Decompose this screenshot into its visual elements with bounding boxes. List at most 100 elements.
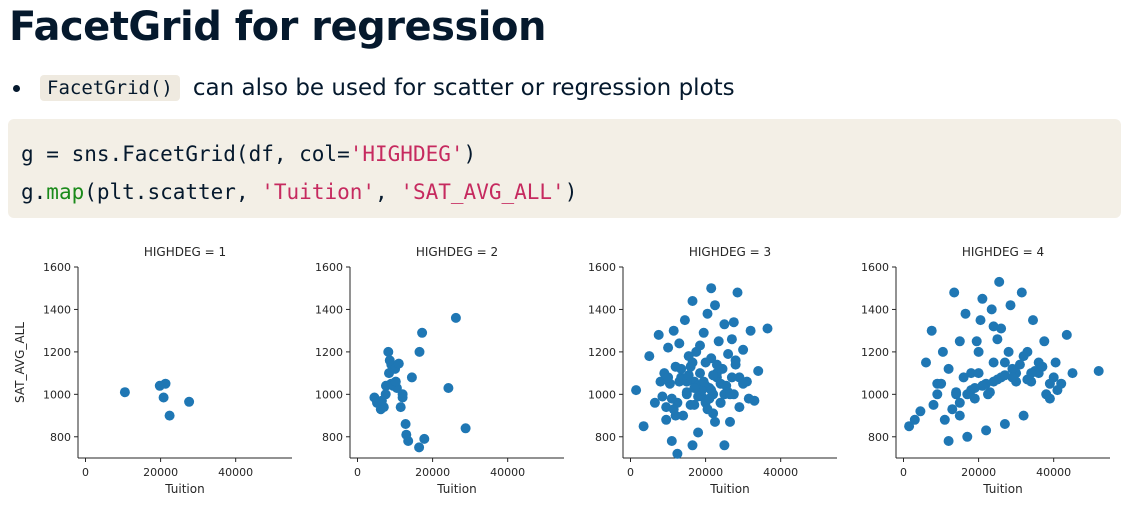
scatter-point [728, 317, 739, 328]
scatter-point [713, 336, 724, 347]
code-string: 'SAT_AVG_ALL' [400, 180, 565, 204]
facet-panel-2: HIGHDEG = 2 800 1000 1200 1400 1600 0 20000 4000… [315, 245, 564, 496]
scatter-point [951, 387, 962, 398]
scatter-point [661, 402, 672, 413]
x-axis-label: Tuition [436, 482, 476, 496]
scatter-point [977, 380, 988, 391]
scatter-point [971, 336, 982, 347]
scatter-point [1037, 361, 1048, 372]
scatter-point [711, 359, 722, 370]
scatter-point [966, 368, 977, 379]
x-axis-label: Tuition [982, 482, 1022, 496]
scatter-point [943, 363, 954, 374]
scatter-point [994, 276, 1005, 287]
scatter-point [419, 433, 430, 444]
scatter-point [706, 385, 717, 396]
scatter-point [395, 402, 406, 413]
scatter-point [1044, 378, 1055, 389]
scatter-point [676, 363, 687, 374]
scatter-point [689, 383, 700, 393]
x-tick-label: 40000 [1036, 466, 1071, 479]
slide-title: FacetGrid for regression [9, 4, 546, 50]
scatter-point [725, 389, 735, 400]
x-tick-label: 0 [900, 466, 907, 479]
scatter-point [414, 442, 425, 453]
scatter-point [921, 357, 931, 368]
bullet-item: FacetGrid() can also be used for scatter… [12, 70, 735, 106]
scatter-point [706, 283, 717, 294]
y-tick-label: 1400 [315, 303, 343, 316]
scatter-point [986, 304, 997, 315]
scatter-point [984, 387, 995, 398]
x-tick-label: 0 [82, 466, 89, 479]
y-tick-label: 1200 [861, 346, 889, 359]
scatter-point [689, 399, 700, 410]
scatter-point [960, 308, 971, 319]
scatter-point [762, 323, 773, 334]
scatter-point [1014, 359, 1025, 370]
scatter-point [1052, 385, 1063, 396]
scatter-point [932, 389, 943, 400]
scatter-point [383, 346, 394, 357]
scatter-point [975, 315, 986, 326]
scatter-point [726, 372, 737, 383]
scatter-point [1039, 336, 1050, 347]
scatter-point [1016, 287, 1027, 298]
x-tick-label: 40000 [218, 466, 253, 479]
scatter-point [954, 336, 965, 347]
scatter-point [698, 327, 709, 338]
code-line-2: g.map(plt.scatter, 'Tuition', 'SAT_AVG_A… [21, 173, 1121, 211]
scatter-point [715, 397, 726, 408]
scatter-point [947, 404, 958, 415]
y-tick-label: 1200 [315, 346, 343, 359]
scatter-point [390, 376, 401, 387]
scatter-point [668, 404, 679, 415]
scatter-point [962, 389, 973, 400]
y-tick-label: 1000 [315, 388, 343, 401]
code-text: (plt.scatter, [84, 180, 262, 204]
scatter-point [406, 372, 417, 383]
scatter-point [738, 378, 749, 389]
scatter-point [732, 287, 743, 298]
scatter-point [668, 325, 679, 336]
x-axis-label: Tuition [709, 482, 749, 496]
scatter-point [958, 372, 969, 383]
scatter-point [988, 357, 999, 368]
bullet-dot-icon [13, 84, 20, 92]
scatter-point [969, 383, 980, 393]
scatter-point [999, 370, 1010, 381]
scatter-point [1003, 346, 1014, 357]
x-tick-label: 20000 [415, 466, 450, 479]
y-tick-label: 1400 [588, 303, 616, 316]
y-tick-label: 1400 [861, 303, 889, 316]
scatter-point [376, 395, 387, 406]
code-string: 'HIGHDEG' [349, 142, 464, 166]
scatter-point [698, 376, 709, 387]
panel-title: HIGHDEG = 4 [962, 245, 1044, 259]
scatter-point [687, 296, 698, 306]
scatter-point [1005, 300, 1016, 311]
panel-title: HIGHDEG = 2 [416, 245, 498, 259]
panel-title: HIGHDEG = 3 [689, 245, 771, 259]
scatter-point [969, 393, 980, 404]
scatter-point [450, 312, 461, 323]
scatter-point [1028, 315, 1038, 326]
scatter-point [119, 387, 130, 398]
code-string: 'Tuition' [261, 180, 376, 204]
scatter-point [414, 346, 425, 357]
facet-panel-3: HIGHDEG = 3 800 1000 1200 1400 1600 0 20000 4000… [588, 245, 837, 496]
scatter-point [710, 416, 720, 427]
scatter-point [672, 448, 683, 459]
scatter-point [937, 346, 948, 357]
x-tick-label: 20000 [143, 466, 178, 479]
scatter-point [443, 383, 454, 393]
bullet-text: can also be used for scatter or regressi… [192, 75, 735, 101]
scatter-point [674, 338, 685, 349]
y-tick-label: 1600 [861, 261, 889, 274]
scatter-point [973, 368, 984, 379]
code-text: g. [21, 180, 47, 204]
scatter-point [695, 340, 705, 351]
code-text: ) [463, 142, 477, 166]
scatter-point [158, 392, 169, 403]
scatter-point [184, 396, 195, 407]
